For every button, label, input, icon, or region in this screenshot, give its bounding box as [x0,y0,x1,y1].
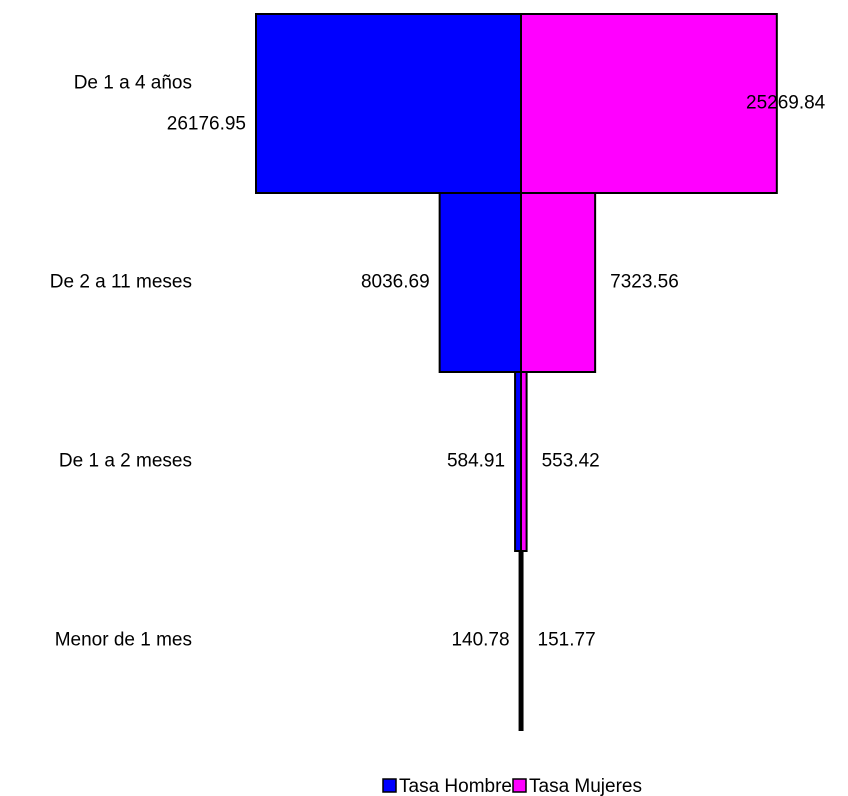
bar [255,13,522,194]
legend-label: Tasa Mujeres [529,776,642,796]
value-label: 553.42 [542,451,600,472]
legend-label: Tasa Hombres [399,776,522,796]
legend-swatch [512,778,527,793]
value-label: 151.77 [538,630,596,651]
value-label: 26176.95 [167,114,246,135]
value-label: 7323.56 [610,272,679,293]
legend-swatch [382,778,397,793]
category-label: De 1 a 2 meses [59,451,192,472]
bar [520,192,597,373]
value-label: 140.78 [451,630,509,651]
category-label: De 2 a 11 meses [50,272,192,293]
value-label: 8036.69 [361,272,430,293]
value-label: 584.91 [447,451,505,472]
bar [520,550,524,731]
category-label: De 1 a 4 años [74,73,192,94]
bar [438,192,523,373]
value-label: 25269.84 [746,93,826,114]
category-label: Menor de 1 mes [55,630,192,651]
bar [520,371,528,552]
bar [520,13,778,194]
